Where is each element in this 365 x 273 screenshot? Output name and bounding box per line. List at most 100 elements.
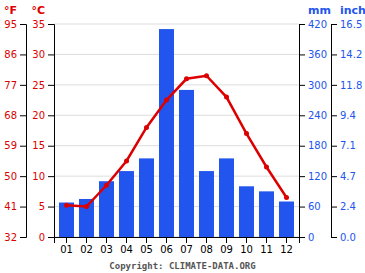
bars — [59, 29, 294, 237]
y3-axis-line — [20, 25, 27, 238]
tick: 180 — [299, 140, 327, 151]
tick-mark — [66, 237, 67, 243]
tick: 35 — [32, 19, 54, 30]
tick: 06 — [160, 237, 173, 255]
tick-mark — [20, 24, 26, 25]
tick-label: 420 — [308, 19, 327, 30]
tick-label: 32 — [4, 232, 17, 243]
tick-label: 86 — [4, 49, 17, 60]
y2-axis-line — [300, 25, 306, 238]
tick: 16.5 — [331, 19, 362, 30]
bar — [219, 158, 234, 237]
tick-mark — [331, 24, 337, 25]
tick: 05 — [140, 237, 153, 255]
tick-mark — [246, 237, 247, 243]
bar — [59, 203, 74, 237]
tick-label: 11 — [260, 244, 273, 255]
grid — [54, 24, 299, 237]
tick-label: 0.0 — [340, 232, 356, 243]
grid-line — [54, 176, 299, 177]
tick: 0 — [39, 232, 54, 243]
tick: 0.0 — [331, 232, 356, 243]
tick-label: 05 — [140, 244, 153, 255]
x-axis: 010203040506070809101112 — [55, 237, 300, 255]
markers — [64, 73, 289, 209]
tick: 59 — [4, 140, 26, 151]
tick-mark — [48, 24, 54, 25]
tick-label: 07 — [180, 244, 193, 255]
tick-label: 5 — [39, 201, 45, 212]
x-axis-line — [55, 238, 300, 244]
tick-label: 30 — [32, 49, 45, 60]
tick: 15 — [32, 140, 54, 151]
tick-label: 120 — [308, 171, 327, 182]
tick-mark — [299, 207, 305, 208]
tick-label: 10 — [32, 171, 45, 182]
tick: 0 — [299, 232, 314, 243]
bar — [239, 186, 254, 237]
tick: 12 — [280, 237, 293, 255]
temperature-line — [67, 76, 287, 207]
tick-label: 03 — [100, 244, 113, 255]
y2-axis: 060120180240300360420 — [299, 19, 327, 243]
axis-title: °C — [31, 4, 45, 17]
tick-label: 7.1 — [340, 140, 356, 151]
tick-mark — [146, 237, 147, 243]
tick: 30 — [32, 49, 54, 60]
tick-mark — [48, 237, 54, 238]
tick: 25 — [32, 80, 54, 91]
tick-label: 50 — [4, 171, 17, 182]
marker — [124, 158, 129, 163]
marker — [184, 76, 189, 81]
axis-title: mm — [308, 4, 331, 17]
tick: 07 — [180, 237, 193, 255]
tick-label: 16.5 — [340, 19, 362, 30]
y-axis: 05101520253035 — [32, 19, 54, 243]
tick-mark — [48, 54, 54, 55]
grid-line — [54, 84, 299, 85]
tick-mark — [20, 115, 26, 116]
tick-label: 95 — [4, 19, 17, 30]
tick-mark — [299, 115, 305, 116]
bar — [159, 29, 174, 237]
tick-label: 2.4 — [340, 201, 356, 212]
tick-mark — [286, 237, 287, 243]
y-axis-line — [48, 25, 55, 238]
tick-mark — [331, 115, 337, 116]
tick: 86 — [4, 49, 26, 60]
tick-mark — [48, 176, 54, 177]
tick-mark — [20, 54, 26, 55]
tick: 7.1 — [331, 140, 356, 151]
tick-mark — [331, 146, 337, 147]
tick-mark — [331, 85, 337, 86]
tick-mark — [331, 237, 337, 238]
marker — [104, 183, 109, 188]
tick-label: 15 — [32, 140, 45, 151]
tick-label: 60 — [308, 201, 321, 212]
bar — [119, 171, 134, 237]
tick: 02 — [80, 237, 93, 255]
tick-mark — [331, 176, 337, 177]
marker — [244, 131, 249, 136]
tick-label: 300 — [308, 80, 327, 91]
tick: 04 — [120, 237, 133, 255]
bar — [259, 191, 274, 237]
grid-line — [54, 145, 299, 146]
tick: 10 — [240, 237, 253, 255]
tick-mark — [48, 207, 54, 208]
tick: 60 — [299, 201, 321, 212]
axis-headers: °F°Cmminch — [4, 4, 365, 17]
grid-line — [54, 24, 299, 25]
tick-label: 9.4 — [340, 110, 356, 121]
marker — [164, 98, 169, 103]
tick-mark — [86, 237, 87, 243]
marker — [284, 195, 289, 200]
tick-label: 0 — [39, 232, 45, 243]
marker — [204, 73, 209, 78]
tick-label: 240 — [308, 110, 327, 121]
tick: 95 — [4, 19, 26, 30]
bar — [139, 158, 154, 237]
tick: 10 — [32, 171, 54, 182]
marker — [264, 165, 269, 170]
tick-mark — [331, 54, 337, 55]
